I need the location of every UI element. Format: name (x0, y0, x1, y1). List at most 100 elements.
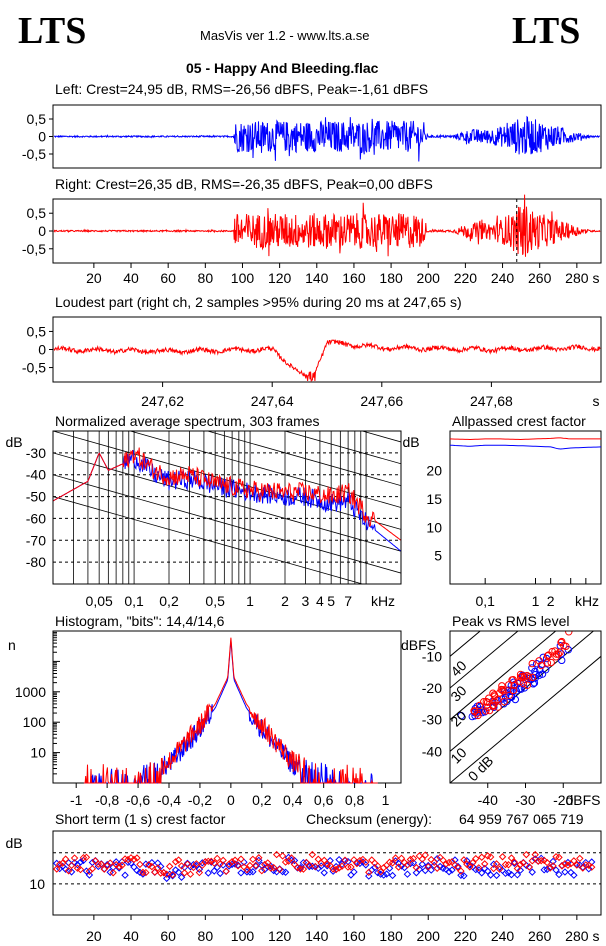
shortcrest-left-point (555, 870, 563, 879)
histogram-xtick-label: 0,4 (283, 792, 303, 808)
shortcrest-left-point (483, 867, 492, 875)
peakrms-right-point (505, 691, 513, 700)
shortcrest-right-point (258, 866, 266, 875)
crest-title: Allpassed crest factor (452, 413, 586, 429)
shortcrest-right-point (70, 854, 79, 862)
shortcrest-left-point (478, 869, 486, 877)
shortcrest-right-point (481, 860, 489, 868)
shortcrest-left-point (320, 869, 328, 877)
shortcrest-right-point (460, 856, 468, 864)
loudest-ytick-label: -0,5 (22, 360, 46, 376)
peakrms-diag-label: 20 (447, 707, 469, 729)
spectrum-grid (53, 431, 401, 584)
shortcrest-right-point (255, 854, 263, 862)
shortcrest-right-point (492, 860, 501, 868)
spectrum-title: Normalized average spectrum, 303 frames (55, 413, 320, 429)
spectrum-slope (283, 431, 401, 465)
shortcrest-right-point (136, 860, 144, 869)
shortcrest-left-point (335, 855, 343, 864)
right-wave-xtick-label: 40 (123, 270, 139, 286)
crest-ytick-label: 15 (426, 491, 442, 507)
shortcrest-right-point (356, 856, 364, 865)
peakrms-right-point (518, 672, 526, 681)
crest-xunit: kHz (575, 593, 599, 609)
spectrum-xtick-label: 1 (246, 593, 254, 609)
shortcrest-left-point (198, 859, 207, 867)
shortcrest-right-point (278, 852, 287, 860)
shortcrest-right-point (222, 867, 230, 876)
shortcrest-right-point (296, 865, 305, 873)
shortcrest-right-point (201, 858, 210, 866)
shortcrest-left-point (371, 863, 379, 872)
right-wave-xtick-label: 100 (231, 270, 255, 286)
peakrms-right-point (528, 673, 537, 682)
peakrms-plot (450, 631, 601, 783)
shortcrest-right-point (67, 861, 76, 870)
shortcrest-right-point (504, 861, 513, 869)
shortcrest-right-point (540, 856, 548, 865)
shortcrest-right-point (174, 856, 183, 864)
shortcrest-right-point (433, 864, 441, 872)
shortcrest-right-point (61, 855, 70, 863)
file-title: 05 - Happy And Bleeding.flac (186, 60, 379, 76)
spectrum-frame (52, 430, 402, 585)
shortcrest-right-point (483, 852, 492, 860)
shortcrest-left-point (552, 866, 560, 874)
peakrms-left-point (528, 664, 536, 672)
shortcrest-left-point (460, 872, 468, 880)
left-title: Left: Crest=24,95 dB, RMS=-26,56 dBFS, P… (55, 81, 429, 97)
shortcrest-right-point (510, 858, 519, 866)
shortcrest-right-point (76, 865, 85, 874)
shortcrest-right-point (436, 853, 444, 862)
histogram-xtick-label: 0 (227, 792, 235, 808)
right-wave-xtick-label: 260 (528, 270, 552, 286)
shortcrest-right-point (180, 869, 189, 877)
shortcrest-right-point (546, 864, 554, 872)
shortcrest-left-point (76, 858, 85, 866)
shortcrest-right-point (466, 863, 474, 871)
shortcrest-left-point (365, 872, 373, 880)
shortcrest-right-point (192, 860, 201, 868)
shortcrest-left-point (356, 859, 364, 868)
crest-ytick-label: 20 (426, 463, 442, 479)
shortcrest-right-point (469, 858, 477, 867)
shortcrest-left-point (424, 861, 432, 870)
shortcrest-left-point (82, 867, 91, 875)
spectrum-right-trace (53, 447, 401, 541)
shortcrest-right-point (406, 855, 415, 864)
shortcrest-right-point (362, 858, 370, 866)
shortcrest-right-point (112, 860, 120, 869)
histogram-xtick-label: -0,4 (157, 792, 181, 808)
right-wave-xtick-label: 220 (454, 270, 478, 286)
right-wave-xtick-label: 140 (305, 270, 329, 286)
shortcrest-right-point (582, 861, 590, 869)
histogram-xtick-label: 0,8 (345, 792, 365, 808)
shortcrest-right-point (376, 868, 385, 876)
shortcrest-right-point (489, 864, 498, 873)
shortcrest-left-point (121, 871, 129, 879)
shortcrest-left-point (162, 874, 171, 883)
spectrum-xtick-label: 0,05 (86, 593, 113, 609)
histogram-right-trace (83, 637, 378, 784)
shortcrest-left-point (195, 865, 204, 873)
peakrms-right-point (491, 698, 499, 706)
shortcrest-left-point (486, 871, 495, 879)
shortcrest-left-point (103, 860, 111, 869)
shortcrest-xtick-label: 180 (379, 928, 403, 944)
peakrms-right-point (480, 698, 488, 706)
shortcrest-xtick-label: 100 (231, 928, 255, 944)
peakrms-right-point (485, 694, 493, 702)
shortcrest-right-point (457, 867, 465, 875)
peakrms-right-point (519, 679, 528, 688)
shortcrest-right-point (486, 853, 495, 861)
shortcrest-left-point (222, 867, 230, 875)
shortcrest-left-point (249, 868, 257, 876)
right-wave-xtick-label: 60 (160, 270, 176, 286)
peakrms-right-point (537, 661, 545, 670)
shortcrest-right-point (177, 862, 186, 870)
peakrms-right-point (523, 681, 532, 689)
shortcrest-right-point (478, 853, 486, 861)
histogram-left-trace (83, 640, 378, 785)
shortcrest-right-point (267, 864, 275, 872)
shortcrest-right-point (576, 854, 584, 863)
